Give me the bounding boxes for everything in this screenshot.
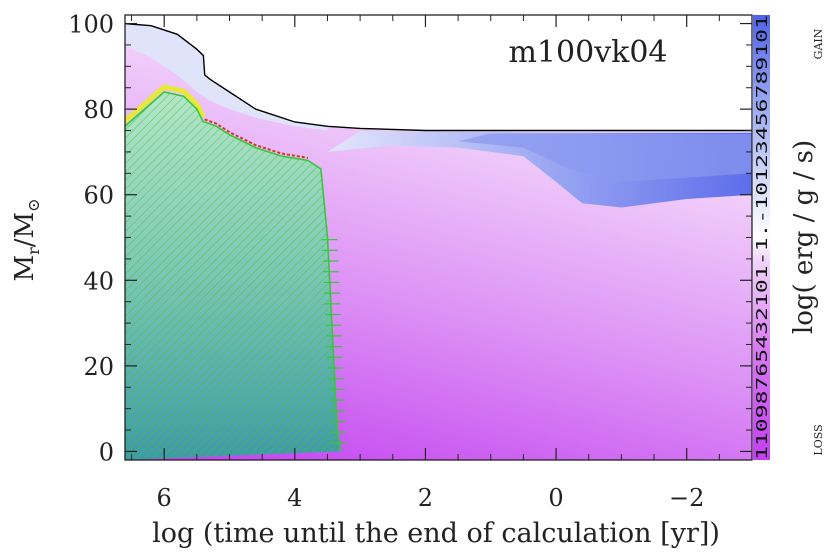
chart-title: m100vk04 (508, 35, 667, 70)
colorbar-tick-labels: 11098765432101-1.-10123456789101 (753, 15, 771, 460)
convective-core-hatch (125, 92, 341, 460)
plot-area (125, 15, 752, 460)
colorbar-strip (753, 15, 770, 460)
x-tick-label: 6 (157, 484, 172, 512)
colorbar: 11098765432101-1.-10123456789101 log( er… (753, 15, 825, 460)
colorbar-gain-label: GAIN (812, 28, 825, 59)
y-tick-label: 80 (83, 96, 114, 124)
overshoot-band (125, 84, 206, 123)
x-tick-label: 0 (548, 484, 563, 512)
total-mass-line (125, 22, 752, 132)
x-axis-ticks: 6 4 2 0 −2 (131, 15, 753, 512)
y-axis-ticks: 0 20 40 60 80 100 (68, 11, 752, 466)
y-axis-label: Mr/M⊙ (10, 198, 43, 281)
x-axis-label: log (time until the end of calculation [… (152, 518, 720, 549)
colorbar-label: log( erg / g / s) (789, 140, 819, 334)
y-tick-label: 0 (99, 438, 114, 466)
x-tick-label: 2 (418, 484, 433, 512)
y-tick-label: 20 (83, 353, 114, 381)
y-tick-label: 60 (83, 182, 114, 210)
convective-core-edge (125, 91, 342, 452)
envelope-gain-region (125, 23, 328, 131)
x-tick-label: 4 (287, 484, 302, 512)
colorbar-loss-label: LOSS (812, 424, 825, 455)
y-tick-label: 40 (83, 267, 114, 295)
x-tick-label: −2 (669, 484, 704, 512)
energy-gain-core-region (458, 133, 752, 182)
core-edge-markers (321, 239, 347, 444)
semiconvection-line (204, 118, 309, 159)
y-tick-label: 100 (68, 11, 114, 39)
